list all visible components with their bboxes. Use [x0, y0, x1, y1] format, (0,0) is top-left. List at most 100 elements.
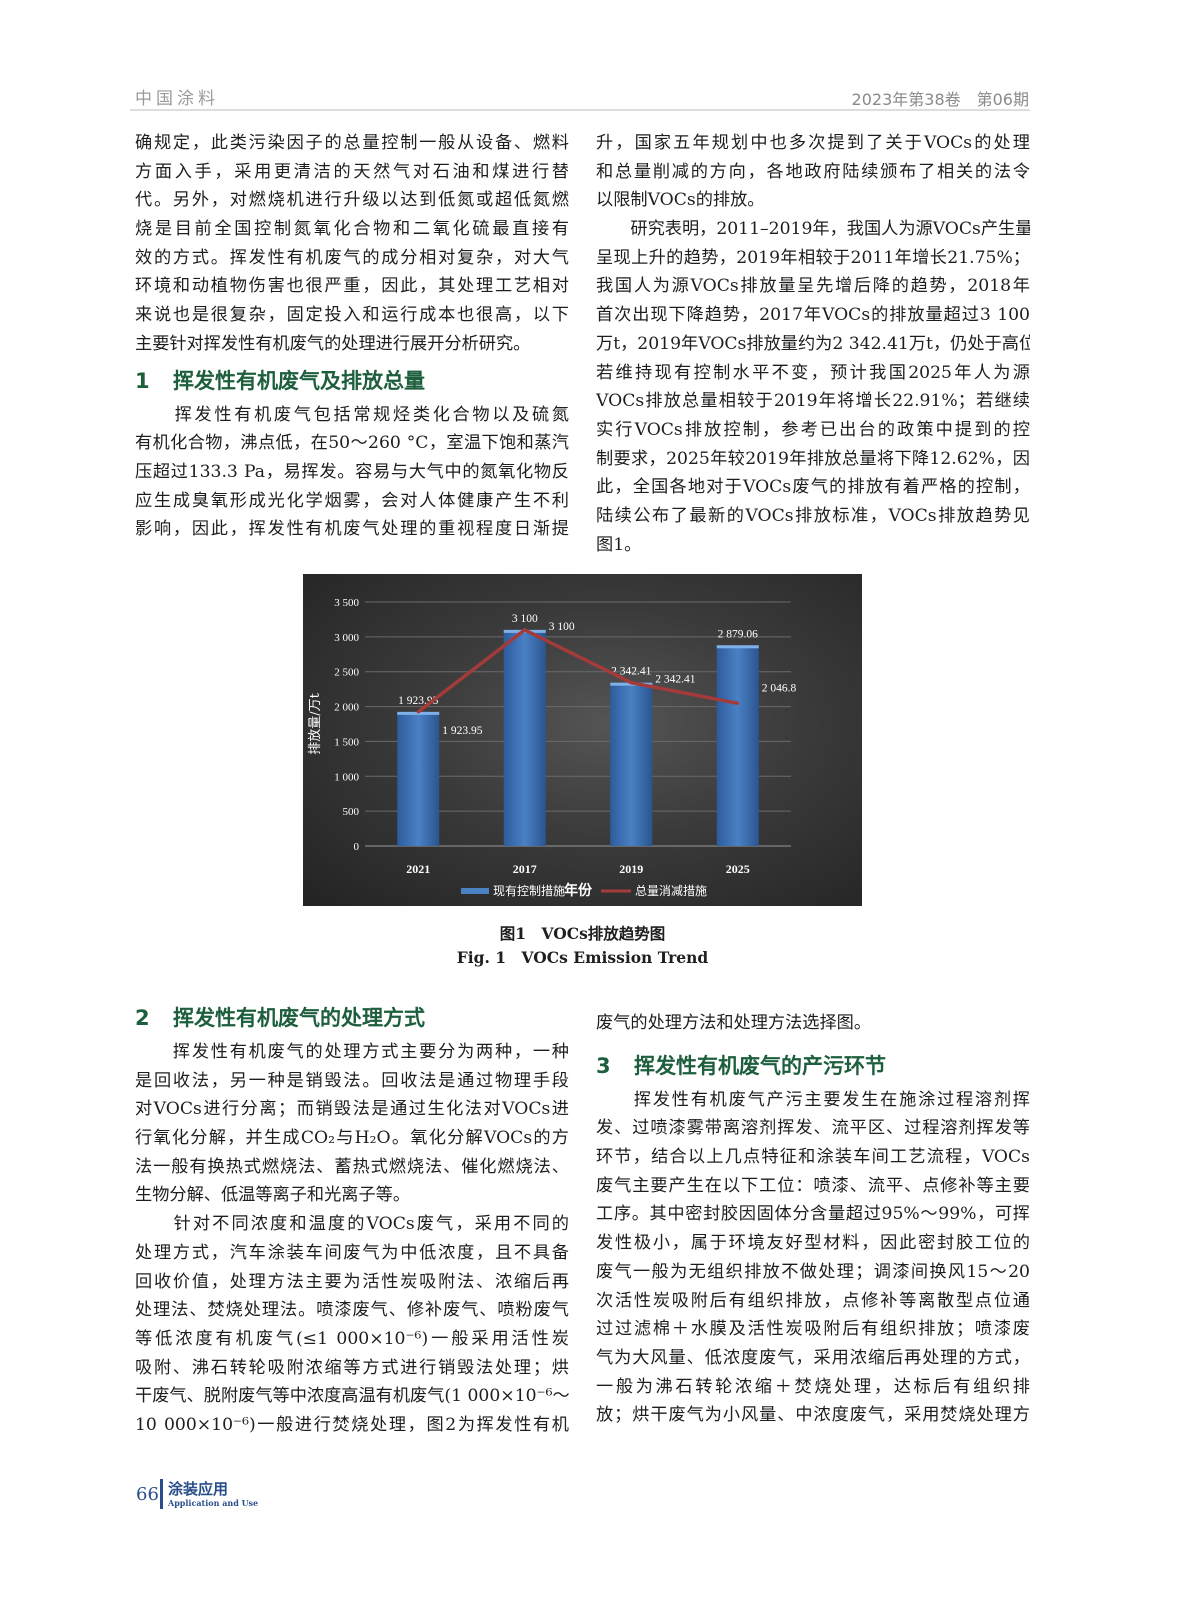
y-axis-title: 排放量/万t [308, 692, 323, 754]
text-line: 回收价值，处理方法主要为活性炭吸附法、浓缩后再 [135, 1271, 569, 1292]
issue-info: 2023年第38卷 第06期 [851, 90, 1029, 109]
text-line: 来说也是很复杂，固定投入和运行成本也很高，以下 [135, 305, 569, 326]
section-heading-1: 1 挥发性有机废气及排放总量 [135, 361, 569, 401]
y-tick-label: 3 500 [334, 597, 359, 609]
paragraph: 升，国家五年规划中也多次提到了关于VOCs的处理 和总量削减的方向，各地政府陆续颁… [596, 129, 1030, 215]
paragraph: 挥发性有机废气的处理方式主要分为两种，一种 是回收法，另一种是销毁法。回收法是通过… [135, 1038, 569, 1210]
text-line: 放；烘干废气为小风量、中浓度废气，采用焚烧处理方 [596, 1405, 1030, 1426]
text-line: 实行VOCs排放控制，参考已出台的政策中提到的控 [596, 419, 1030, 440]
section-heading-3: 3 挥发性有机废气的产污环节 [596, 1046, 1030, 1086]
text-line: 此，全国各地对于VOCs废气的排放有着严格的控制， [596, 477, 1030, 498]
heading-number: 2 [135, 1006, 150, 1030]
x-tick-label: 2017 [513, 862, 537, 876]
text-line: 干废气、脱附废气等中浓度高温有机废气(1 000×10⁻⁶～ [135, 1386, 569, 1407]
text-line: 环节，结合以上几点特征和涂装车间工艺流程，VOCs [596, 1147, 1030, 1168]
heading-text: 挥发性有机废气的处理方式 [173, 1006, 425, 1030]
section-heading-2: 2 挥发性有机废气的处理方式 [135, 998, 569, 1038]
y-tick-label: 2 000 [334, 702, 359, 714]
chart-svg: 0 500 1 000 1 500 2 000 2 500 3 000 3 500 1 923.… [308, 597, 797, 899]
text-line: 影响，因此，挥发性有机废气处理的重视程度日渐提 [135, 519, 569, 540]
bar-2025 [716, 645, 759, 846]
text-line: 方面入手，采用更清洁的天然气对石油和煤进行替 [135, 161, 569, 182]
legend-swatch-bar [461, 888, 489, 894]
text-line: 发、过喷漆雾带离溶剂挥发、流平区、过程溶剂挥发等 [596, 1118, 1030, 1139]
text-line: 废气的处理方法和处理方法选择图。 [596, 1013, 872, 1033]
line-data-label: 3 100 [549, 621, 575, 633]
bar-2021 [397, 711, 440, 846]
y-tick-label: 3 000 [334, 632, 359, 644]
y-tick-label: 1 500 [334, 736, 359, 748]
text-line: 发性极小，属于环境友好型材料，因此密封胶工位的 [596, 1233, 1030, 1254]
text-line: 烧是目前全国控制氮氧化合物和二氧化硫最直接有 [135, 219, 569, 240]
text-line: 气为大风量、低浓度废气，采用浓缩后再处理的方式， [596, 1347, 1030, 1368]
heading-number: 3 [596, 1053, 611, 1078]
bar-data-label: 2 342.41 [611, 666, 652, 678]
text-line: 代。另外，对燃烧机进行升级以达到低氮或超低氮燃 [135, 190, 569, 211]
line-data-label: 2 342.41 [655, 674, 696, 686]
text-line: 压超过133.3 Pa，易挥发。容易与大气中的氮氧化物反 [135, 461, 569, 482]
text-line: 应生成臭氧形成光化学烟雾，会对人体健康产生不利 [135, 490, 569, 511]
line-data-label: 1 923.95 [442, 725, 483, 737]
line-point [523, 628, 527, 632]
bar-2019 [610, 682, 653, 846]
bar-top-highlight [716, 645, 759, 649]
x-tick-label: 2021 [406, 862, 430, 876]
text-line: 制要求，2025年较2019年排放总量将下降12.62%，因 [596, 448, 1030, 469]
text-line: 图1。 [596, 534, 642, 555]
text-line: 法一般有换热式燃烧法、蓄热式燃烧法、催化燃烧法、 [135, 1156, 569, 1177]
text-line: 挥发性有机废气包括常规烃类化合物以及硫氮 [135, 404, 569, 425]
text-line: 处理法、焚烧处理法。喷漆废气、修补废气、喷粉废气 [135, 1300, 569, 1321]
text-line: 废气一般为无组织排放不做处理；调漆间换风15～20 [596, 1261, 1030, 1282]
line-point [416, 710, 420, 714]
right-column-bottom: 废气的处理方法和处理方法选择图。 3 挥发性有机废气的产污环节 挥发性有机废气产污… [596, 1009, 1030, 1430]
text-line: 环境和动植物伤害也很严重，因此，其处理工艺相对 [135, 276, 569, 297]
line-data-label: 2 046.8 [762, 682, 797, 694]
legend-label: 现有控制措施 [493, 884, 565, 898]
y-tick-label: 2 500 [334, 667, 359, 679]
line-point [629, 681, 633, 685]
heading-number: 1 [135, 368, 150, 393]
x-axis-title: 年份 [564, 882, 593, 899]
text-line: 效的方式。挥发性有机废气的成分相对复杂，对大气 [135, 247, 569, 268]
bar-data-label: 3 100 [512, 613, 538, 625]
paragraph: 确规定，此类污染因子的总量控制一般从设备、燃料 方面入手，采用更清洁的天然气对石油… [135, 129, 569, 359]
text-line: 挥发性有机废气的处理方式主要分为两种，一种 [135, 1042, 569, 1062]
text-line: 以限制VOCs的排放。 [596, 190, 765, 211]
text-line: 对VOCs进行分离；而销毁法是通过生化法对VOCs进 [135, 1099, 569, 1120]
heading-text: 挥发性有机废气的产污环节 [634, 1053, 886, 1078]
y-tick-label: 500 [343, 806, 360, 818]
right-column-top: 升，国家五年规划中也多次提到了关于VOCs的处理 和总量削减的方向，各地政府陆续颁… [596, 129, 1030, 559]
footer-divider [160, 1479, 163, 1509]
paragraph: 针对不同浓度和温度的VOCs废气，采用不同的 处理方式，汽车涂装车间废气为中低浓度… [135, 1210, 569, 1440]
text-line: 次活性炭吸附后有组织排放，点修补等离散型点位通 [596, 1290, 1030, 1311]
text-line: 万t，2019年VOCs排放量约为2 342.41万t，仍处于高位。 [596, 333, 1030, 354]
text-line: 我国人为源VOCs排放量呈先增后降的趋势，2018年 [596, 276, 1030, 297]
text-line: 吸附、沸石转轮吸附浓缩等方式进行销毁法处理；烘 [135, 1357, 569, 1378]
y-tick-label: 0 [354, 841, 360, 853]
text-line: 和总量削减的方向，各地政府陆续颁布了相关的法令 [596, 161, 1030, 182]
text-line: 过过滤棉＋水膜及活性炭吸附后有组织排放；喷漆废 [596, 1319, 1030, 1340]
text-line: 首次出现下降趋势，2017年VOCs的排放量超过3 100 [596, 305, 1030, 326]
text-line: 陆续公布了最新的VOCs排放标准，VOCs排放趋势见 [596, 505, 1030, 526]
text-line: VOCs排放总量相较于2019年将增长22.91%；若继续 [596, 391, 1030, 412]
y-tick-label: 1 000 [334, 771, 359, 783]
text-line: 若维持现有控制水平不变，预计我国2025年人为源 [596, 362, 1030, 383]
paragraph: 研究表明，2011–2019年，我国人为源VOCs产生量 呈现上升的趋势，2019… [596, 215, 1030, 559]
bar-2017 [503, 629, 546, 846]
journal-name: 中国涂料 [135, 89, 219, 109]
text-line: 是回收法，另一种是销毁法。回收法是通过物理手段 [135, 1070, 569, 1091]
left-column-bottom: 2 挥发性有机废气的处理方式 挥发性有机废气的处理方式主要分为两种，一种 是回收法，… [135, 998, 569, 1440]
text-line: 挥发性有机废气产污主要发生在施涂过程溶剂挥 [596, 1089, 1030, 1110]
x-tick-label: 2025 [726, 862, 750, 876]
text-line: 处理方式，汽车涂装车间废气为中低浓度，且不具备 [135, 1242, 569, 1263]
text-line: 呈现上升的趋势，2019年相较于2011年增长21.75%； [596, 247, 1030, 268]
text-line: 行氧化分解，并生成CO₂与H₂O。氧化分解VOCs的方 [135, 1128, 569, 1149]
x-tick-label: 2019 [619, 862, 643, 876]
text-line: 等低浓度有机废气(≤1 000×10⁻⁶)一般采用活性炭 [135, 1328, 569, 1349]
text-line: 一般为沸石转轮浓缩＋焚烧处理，达标后有组织排 [596, 1376, 1030, 1397]
text-line: 废气主要产生在以下工位：喷漆、流平、点修补等主要 [596, 1175, 1030, 1196]
paragraph: 挥发性有机废气产污主要发生在施涂过程溶剂挥 发、过喷漆雾带离溶剂挥发、流平区、过程… [596, 1086, 1030, 1430]
bar-data-label: 2 879.06 [718, 628, 759, 640]
paragraph: 废气的处理方法和处理方法选择图。 [596, 1009, 1030, 1038]
legend-label: 总量消减措施 [635, 884, 707, 898]
